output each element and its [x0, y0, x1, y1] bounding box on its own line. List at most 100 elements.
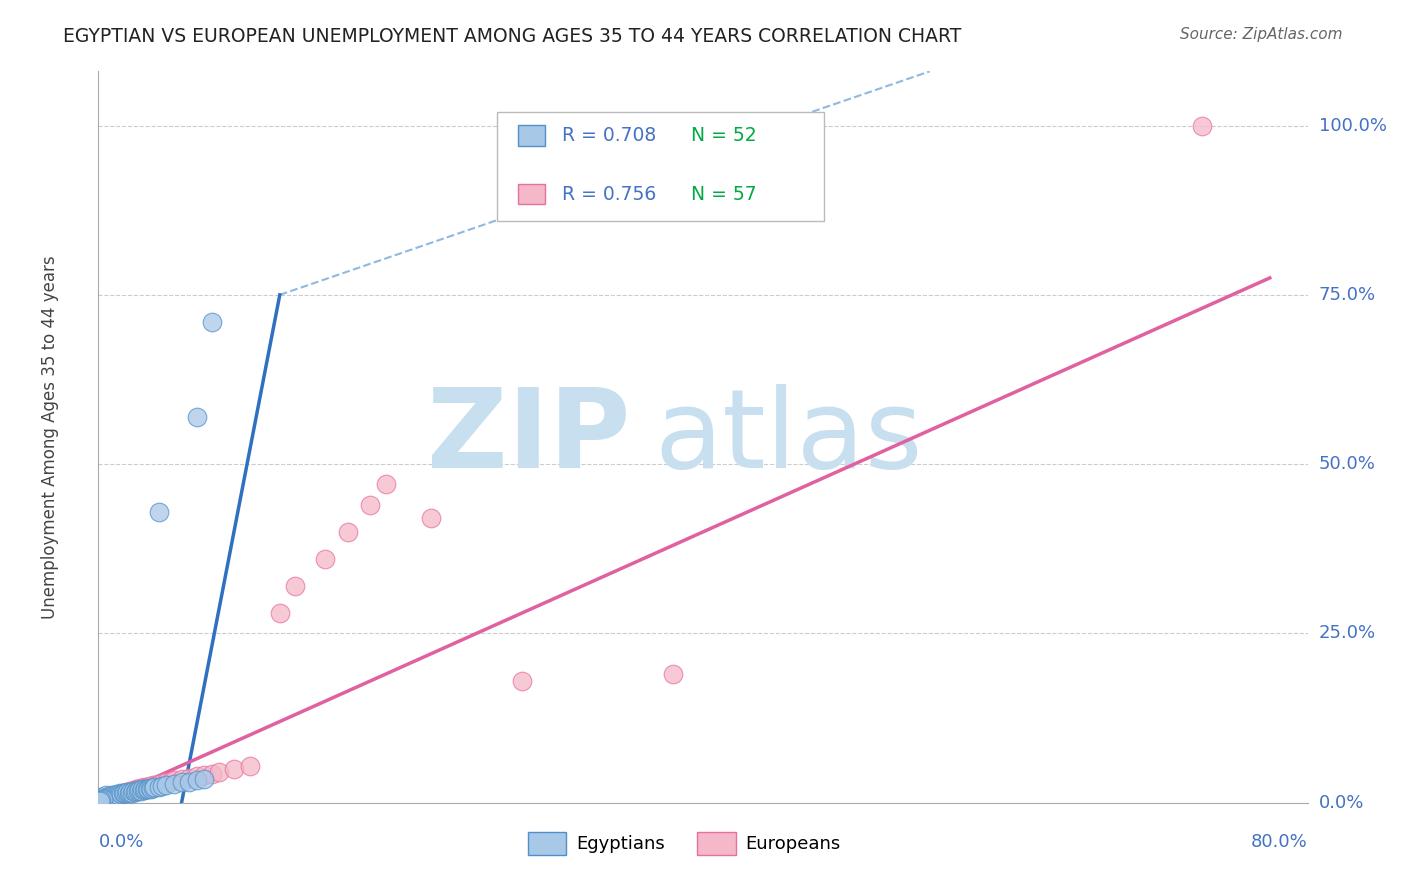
Point [142, 778, 165, 792]
Point [89, 794, 111, 808]
Point [224, 762, 246, 776]
Point [150, 776, 173, 790]
Text: atlas: atlas [655, 384, 924, 491]
Text: Source: ZipAtlas.com: Source: ZipAtlas.com [1180, 27, 1343, 42]
Point [125, 783, 148, 797]
Point [129, 780, 152, 795]
Point [360, 498, 382, 512]
Point [131, 780, 153, 795]
Point [118, 786, 141, 800]
Text: N = 57: N = 57 [690, 185, 756, 203]
Point [163, 777, 186, 791]
Point [108, 788, 131, 802]
Point [186, 769, 208, 783]
Point [112, 786, 135, 800]
Point [103, 788, 125, 802]
Point [100, 789, 122, 804]
Point [128, 781, 150, 796]
Point [193, 768, 215, 782]
Point [661, 667, 683, 681]
Point [118, 785, 141, 799]
Text: ZIP: ZIP [427, 384, 630, 491]
Point [170, 772, 193, 786]
Point [94, 791, 117, 805]
Point [96, 790, 118, 805]
Point [111, 786, 134, 800]
Point [124, 783, 146, 797]
Point [136, 782, 159, 797]
Point [90, 793, 112, 807]
Point [125, 782, 148, 797]
Text: Europeans: Europeans [745, 835, 841, 853]
Point [127, 782, 149, 797]
Point [115, 785, 138, 799]
Point [120, 785, 142, 799]
Point [239, 758, 262, 772]
Text: EGYPTIAN VS EUROPEAN UNEMPLOYMENT AMONG AGES 35 TO 44 YEARS CORRELATION CHART: EGYPTIAN VS EUROPEAN UNEMPLOYMENT AMONG … [63, 27, 962, 45]
Point [179, 774, 201, 789]
Point [107, 788, 129, 802]
Point [121, 786, 143, 800]
Text: R = 0.708: R = 0.708 [561, 126, 655, 145]
Point [143, 780, 166, 795]
Point [111, 786, 134, 800]
Point [131, 782, 153, 797]
FancyBboxPatch shape [527, 832, 567, 855]
Point [155, 778, 177, 792]
Point [91, 792, 114, 806]
Point [112, 786, 135, 800]
Point [114, 786, 136, 800]
Point [108, 786, 131, 800]
Point [90, 790, 112, 805]
Point [98, 789, 121, 803]
Point [128, 783, 150, 797]
Point [139, 779, 162, 793]
Point [201, 766, 224, 780]
Point [91, 791, 114, 805]
Point [134, 782, 156, 797]
Point [120, 784, 142, 798]
Point [374, 477, 396, 491]
Point [90, 793, 112, 807]
Text: 0.0%: 0.0% [1319, 794, 1364, 812]
Text: Egyptians: Egyptians [576, 835, 665, 853]
Point [104, 789, 127, 803]
Point [101, 789, 124, 803]
Point [148, 505, 170, 519]
Point [179, 771, 201, 785]
Point [105, 787, 128, 801]
Point [135, 781, 157, 796]
Point [122, 784, 145, 798]
Point [105, 789, 128, 803]
Point [1191, 119, 1213, 133]
Point [89, 794, 111, 808]
Point [141, 781, 163, 796]
Point [107, 788, 129, 802]
Point [208, 765, 231, 780]
Point [160, 774, 183, 789]
Point [101, 789, 124, 804]
Text: 50.0%: 50.0% [1319, 455, 1375, 473]
Text: 75.0%: 75.0% [1319, 285, 1376, 304]
FancyBboxPatch shape [517, 125, 544, 146]
Text: 25.0%: 25.0% [1319, 624, 1376, 642]
Point [114, 786, 136, 800]
FancyBboxPatch shape [697, 832, 735, 855]
Point [98, 790, 121, 805]
Text: R = 0.756: R = 0.756 [561, 185, 655, 203]
Point [148, 780, 170, 794]
Point [155, 775, 177, 789]
Point [104, 789, 127, 803]
Point [115, 785, 138, 799]
Point [89, 792, 111, 806]
Point [420, 511, 443, 525]
Point [139, 780, 162, 795]
Point [284, 579, 307, 593]
Point [336, 524, 359, 539]
Point [91, 792, 114, 806]
Point [121, 783, 143, 797]
Text: N = 52: N = 52 [690, 126, 756, 145]
Point [124, 785, 146, 799]
Text: Unemployment Among Ages 35 to 44 years: Unemployment Among Ages 35 to 44 years [41, 255, 59, 619]
Point [129, 783, 152, 797]
